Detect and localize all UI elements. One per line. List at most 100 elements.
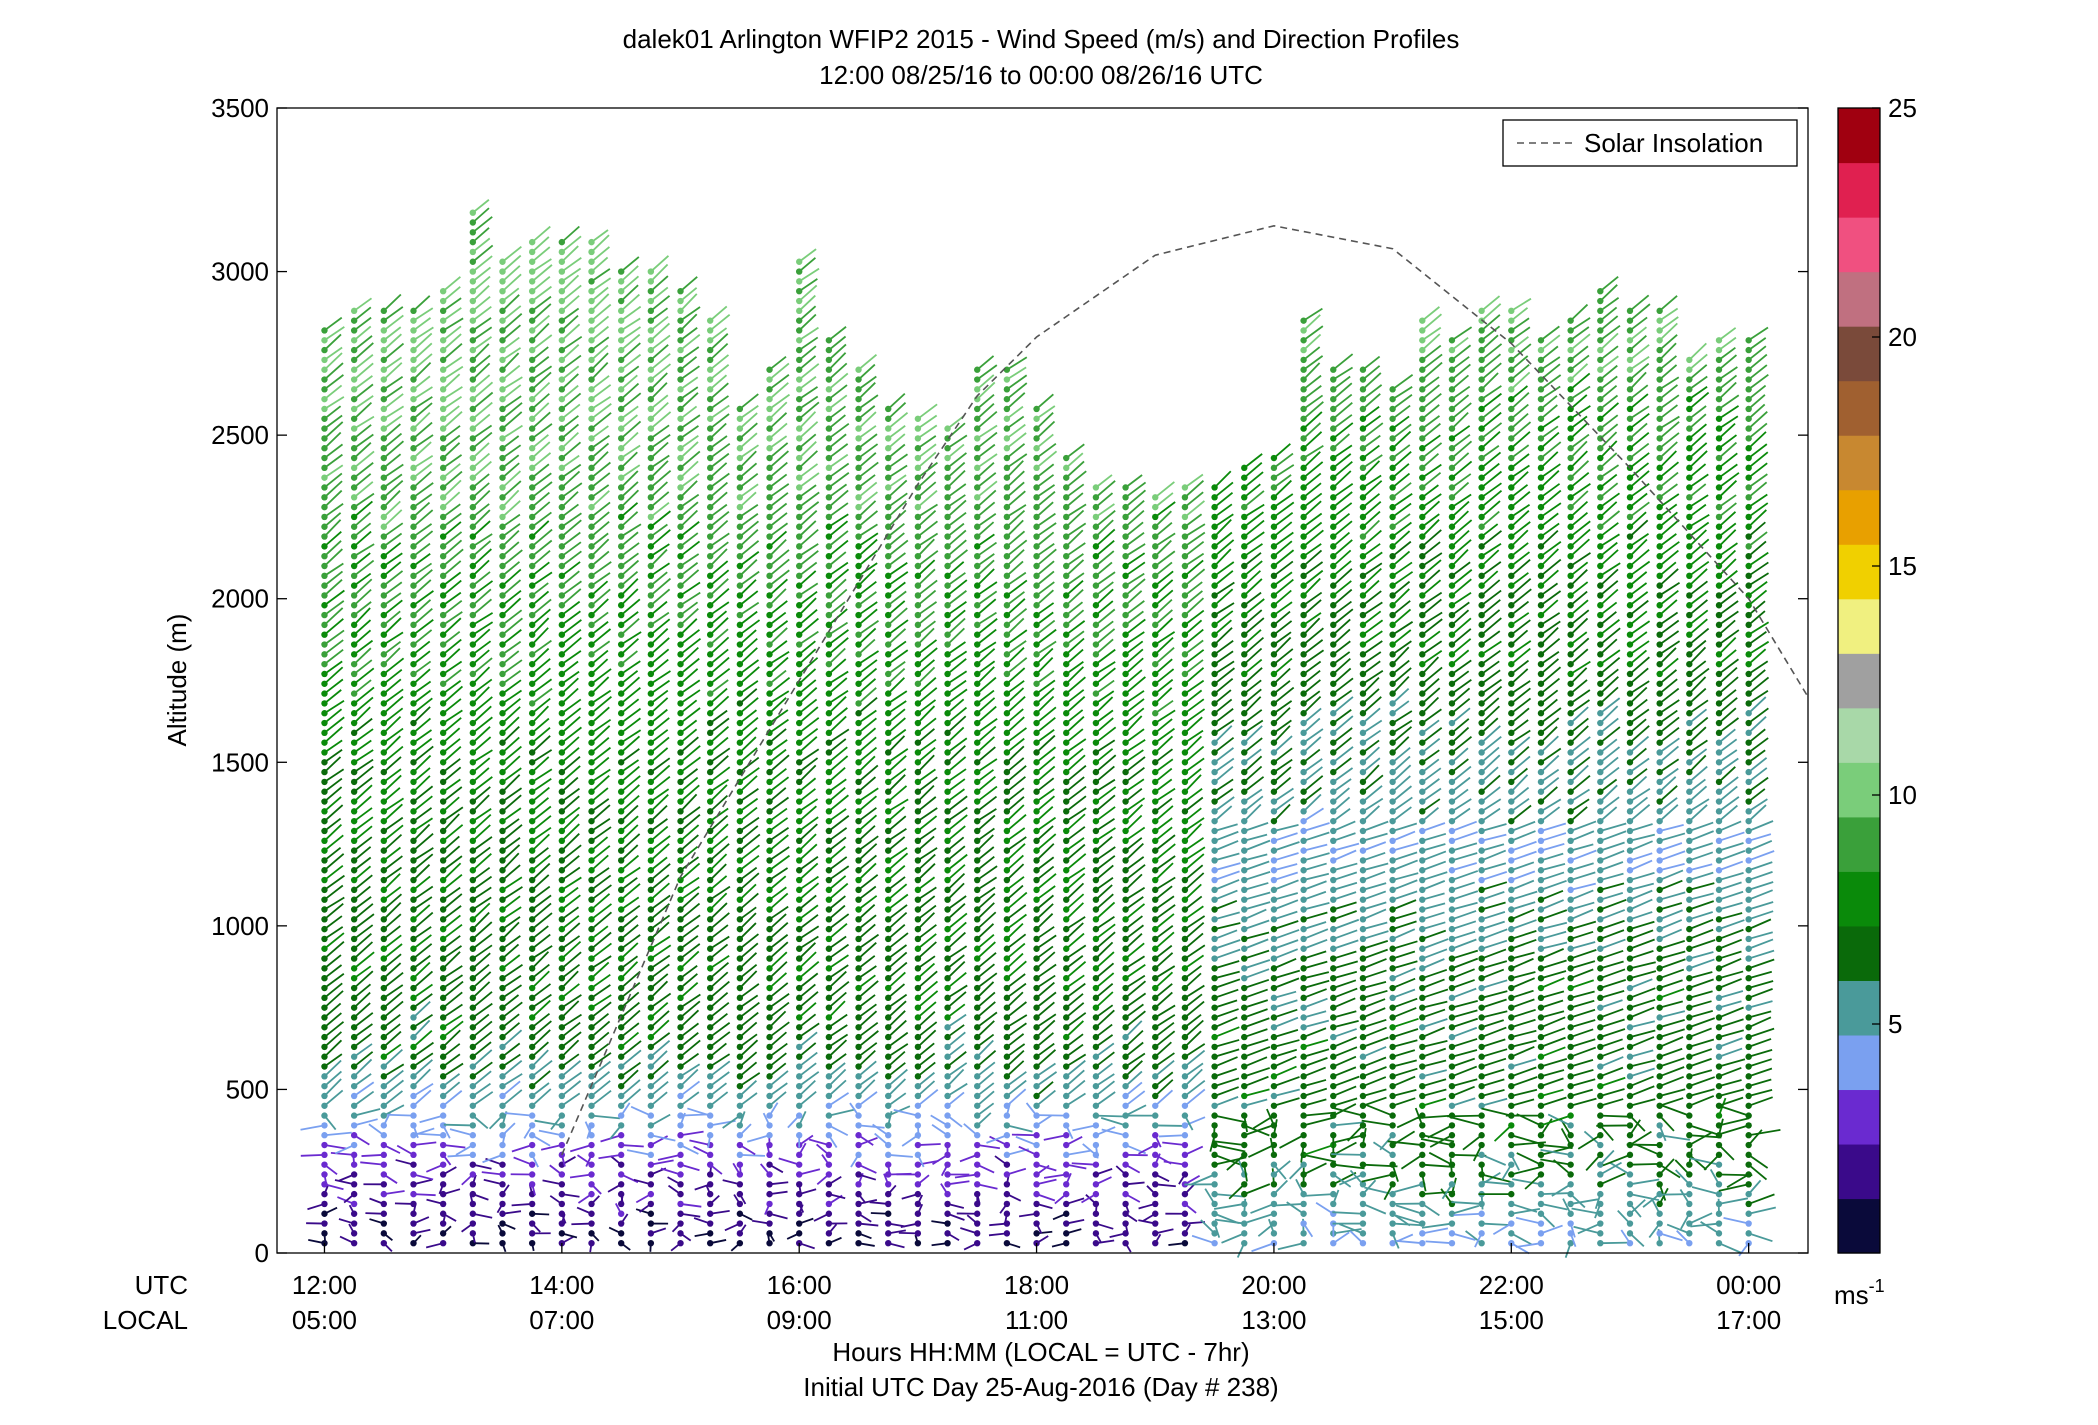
wind-barb-dot <box>321 464 328 472</box>
wind-barb <box>709 794 729 813</box>
wind-barb-dot <box>588 562 595 570</box>
wind-barb <box>768 951 788 970</box>
wind-barb-dot <box>350 641 358 648</box>
wind-barb <box>857 461 879 479</box>
wind-barb <box>679 982 699 999</box>
wind-barb-dot <box>617 1053 625 1060</box>
wind-barb <box>976 513 997 528</box>
wind-barb <box>917 1029 937 1048</box>
wind-barb-dot <box>1033 680 1040 687</box>
wind-barb <box>323 834 344 852</box>
wind-barb-dot <box>736 592 744 599</box>
wind-barb <box>946 1043 965 1058</box>
wind-barb-dot <box>944 602 951 609</box>
wind-barb-dot <box>469 307 477 315</box>
wind-barb-dot <box>380 592 388 599</box>
wind-barb-dot <box>736 808 744 815</box>
wind-barb-dot <box>855 1073 862 1080</box>
wind-barb <box>383 934 402 950</box>
wind-barb <box>768 972 788 989</box>
wind-barb <box>353 424 372 440</box>
wind-barb-dot <box>914 415 922 422</box>
wind-barb <box>590 676 610 695</box>
wind-barb-dot <box>974 798 981 805</box>
wind-barb <box>620 717 641 734</box>
wind-barb-dot <box>647 562 655 570</box>
wind-barb <box>501 294 520 312</box>
wind-barb <box>857 776 877 793</box>
wind-barb-dot <box>528 847 536 854</box>
wind-barb <box>976 758 998 773</box>
wind-barb-dot <box>974 916 981 923</box>
wind-barb-dot <box>647 602 655 609</box>
wind-barb-dot <box>766 984 773 992</box>
wind-barb-dot <box>558 454 566 462</box>
wind-barb-dot <box>974 837 981 844</box>
wind-barb-dot <box>677 386 684 393</box>
wind-barb-dot <box>825 356 833 364</box>
wind-barb <box>534 1119 562 1127</box>
wind-barb <box>976 746 996 763</box>
wind-barb <box>442 425 461 440</box>
wind-barb <box>1006 1167 1027 1176</box>
wind-barb-dot <box>855 808 862 815</box>
wind-barb-dot <box>499 945 506 952</box>
wind-barb <box>709 695 730 714</box>
wind-barb <box>1036 474 1055 489</box>
wind-barb-dot <box>1003 1033 1011 1041</box>
wind-barb <box>857 433 878 449</box>
wind-barb-dot <box>885 700 892 707</box>
wind-barb <box>947 737 968 754</box>
wind-barb <box>412 817 433 832</box>
wind-barb-dot <box>528 916 536 923</box>
wind-barb-dot <box>766 454 773 462</box>
wind-barb <box>769 807 788 822</box>
wind-barb <box>887 944 908 960</box>
wind-barb <box>442 410 463 430</box>
wind-barb-dot <box>558 739 566 746</box>
wind-barb-dot <box>380 710 388 717</box>
wind-barb <box>590 836 609 852</box>
wind-barb-dot <box>766 415 773 422</box>
wind-barb <box>561 365 580 381</box>
wind-barb-dot <box>914 817 922 825</box>
wind-barb-dot <box>380 513 388 521</box>
wind-barb-dot <box>677 337 684 344</box>
wind-barb <box>501 529 520 548</box>
wind-barb-dot <box>1063 1082 1070 1090</box>
wind-barb <box>798 1051 818 1068</box>
wind-barb <box>620 588 639 606</box>
wind-barb-dot <box>1092 925 1100 933</box>
wind-barb <box>1043 1173 1067 1179</box>
wind-barb <box>768 875 787 891</box>
wind-barb-dot <box>617 307 625 315</box>
wind-barb-dot <box>528 494 536 501</box>
wind-barb-dot <box>558 808 566 815</box>
wind-barb-dot <box>706 798 714 805</box>
wind-barb <box>709 747 731 764</box>
wind-barb-dot <box>1063 1161 1070 1168</box>
wind-barb-dot <box>350 602 358 609</box>
wind-barb-dot <box>647 513 655 521</box>
wind-barb-dot <box>855 1112 862 1119</box>
wind-barb <box>709 1071 730 1087</box>
wind-barb-dot <box>647 1190 655 1198</box>
wind-barb <box>413 1141 437 1146</box>
wind-barb-dot <box>736 857 744 864</box>
wind-barb <box>858 394 879 410</box>
wind-barb-dot <box>706 1171 714 1178</box>
wind-profile <box>746 355 791 1247</box>
wind-barb-dot <box>914 945 922 952</box>
wind-barb-dot <box>677 651 684 658</box>
wind-barb-dot <box>321 1063 328 1070</box>
wind-barb-dot <box>350 464 358 472</box>
wind-barb-dot <box>647 1043 655 1051</box>
wind-barb-dot <box>558 817 566 825</box>
wind-barb <box>561 906 580 921</box>
wind-barb-dot <box>914 1220 922 1227</box>
wind-barb <box>768 588 787 606</box>
wind-barb <box>442 479 462 498</box>
wind-barb-dot <box>410 1112 417 1119</box>
wind-barb <box>502 1073 523 1087</box>
wind-barb <box>917 666 936 685</box>
